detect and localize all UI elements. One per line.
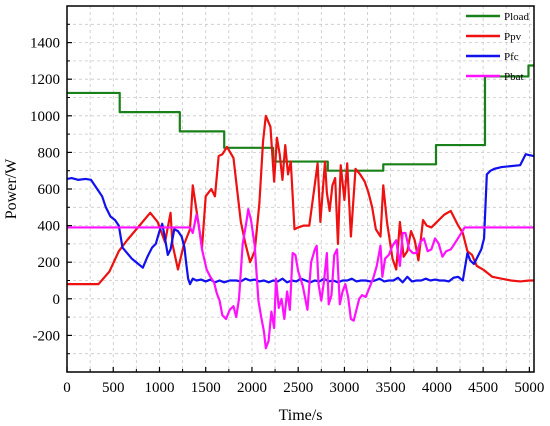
legend-label-pfc: Pfc <box>504 51 519 63</box>
y-tick-label: 1400 <box>30 36 60 52</box>
x-tick-label: 2000 <box>237 380 267 396</box>
x-tick-label: 3500 <box>376 380 406 396</box>
legend-label-pbat: Pbat <box>504 71 524 83</box>
y-tick-label: 600 <box>38 182 61 198</box>
y-tick-label: 1000 <box>30 109 60 125</box>
legend: Pload Ppv Pfc Pbat <box>466 11 530 83</box>
x-tick-label: 1500 <box>191 380 221 396</box>
y-tick-labels: -200 0 200 400 600 800 1000 1200 1400 <box>30 36 60 345</box>
y-tick-label: 0 <box>53 292 61 308</box>
y-tick-label: -200 <box>33 328 61 344</box>
x-axis-label: Time/s <box>279 407 323 424</box>
series-line-pfc <box>67 153 534 286</box>
axis-ticks <box>66 23 530 372</box>
legend-label-pload: Pload <box>504 11 530 23</box>
x-tick-label: 5000 <box>514 380 544 396</box>
x-tick-label: 4000 <box>422 380 452 396</box>
legend-label-ppv: Ppv <box>504 31 522 43</box>
y-tick-label: 400 <box>38 219 61 235</box>
x-tick-label: 0 <box>63 380 71 396</box>
x-tick-label: 1000 <box>144 380 174 396</box>
series-line-pbat <box>67 208 534 350</box>
y-tick-label: 800 <box>38 145 61 161</box>
series-lines <box>67 64 534 350</box>
x-tick-label: 2500 <box>283 380 313 396</box>
series-line-ppv <box>67 114 534 286</box>
y-axis-label: Power/W <box>3 158 20 219</box>
x-tick-label: 3000 <box>329 380 359 396</box>
grid-lines <box>67 6 534 372</box>
x-tick-label: 500 <box>102 380 125 396</box>
x-tick-label: 4500 <box>468 380 498 396</box>
x-tick-labels: 0 500 1000 1500 2000 2500 3000 3500 4000 4500 5000 <box>63 380 544 396</box>
y-tick-label: 1200 <box>30 72 60 88</box>
y-tick-label: 200 <box>38 255 61 271</box>
series-line-pload <box>67 64 534 172</box>
